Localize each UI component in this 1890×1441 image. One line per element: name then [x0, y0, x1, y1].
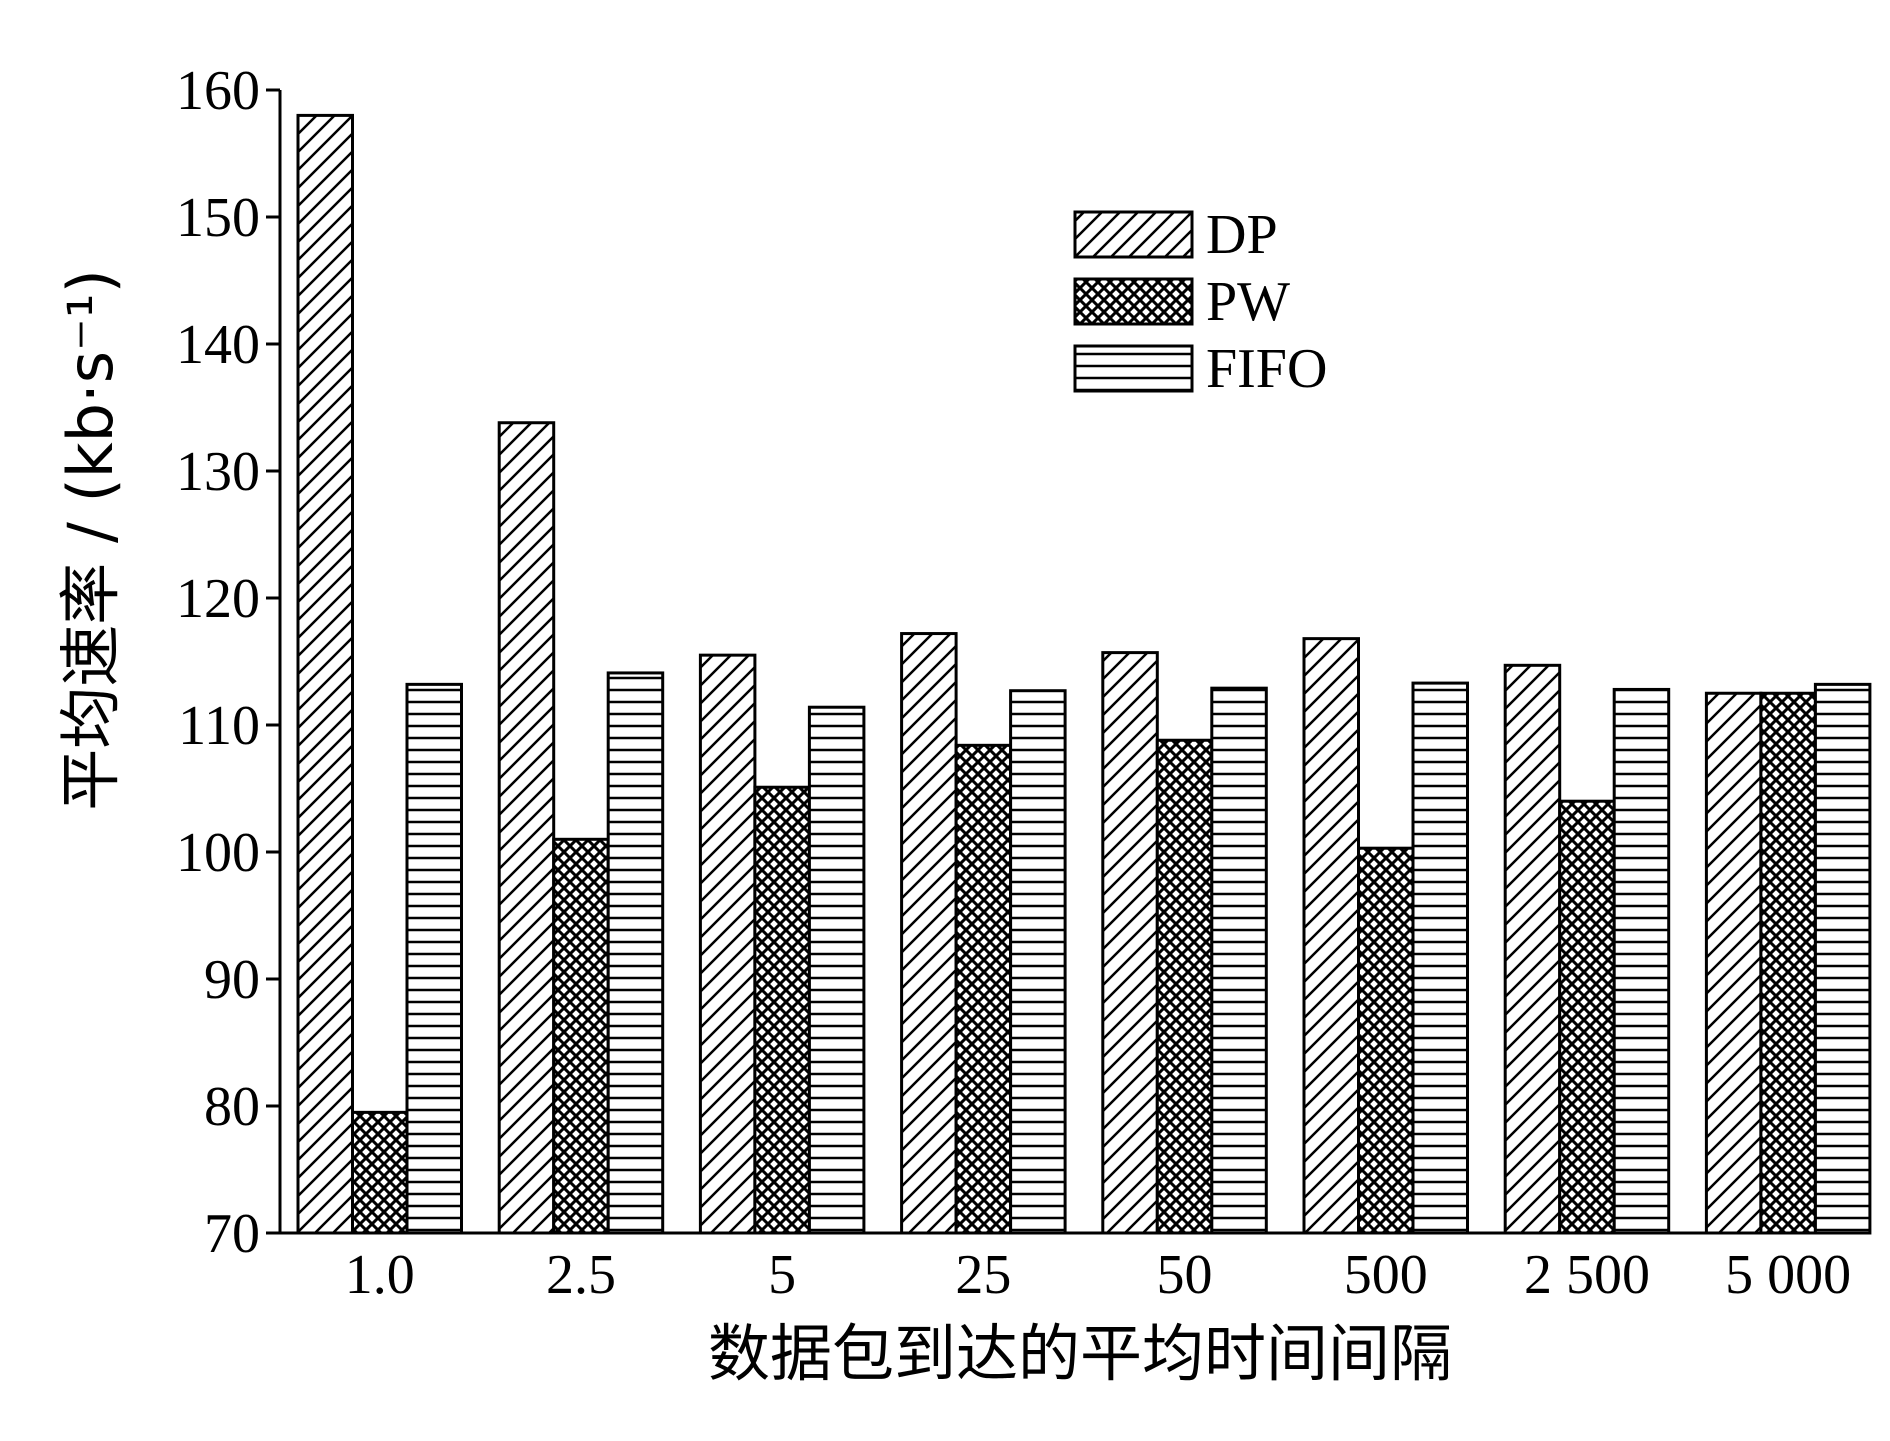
x-tick-label: 50	[1157, 1244, 1213, 1306]
y-tick-label: 140	[176, 314, 260, 376]
y-tick-label: 100	[176, 822, 260, 884]
legend-swatch-pw	[1073, 277, 1194, 326]
bar-dp-6	[1503, 663, 1562, 1235]
bar-pw-3	[954, 743, 1013, 1235]
bar-dp-5	[1302, 637, 1360, 1235]
y-tick-label: 130	[176, 441, 260, 503]
y-tick-label: 150	[176, 187, 260, 249]
bar-fifo-0	[405, 682, 463, 1235]
x-axis-ticks: 1.0 2.5 5 25 50 500 2 500 5 000	[345, 1244, 1851, 1306]
bar-dp-1	[497, 421, 556, 1235]
bar-fifo-4	[1210, 686, 1268, 1235]
y-tick-label: 90	[204, 949, 260, 1011]
bar-dp-4	[1101, 651, 1159, 1235]
bar-fifo-1	[606, 671, 665, 1235]
legend-swatch-fifo	[1073, 344, 1194, 393]
bar-dp-7	[1704, 691, 1763, 1235]
y-tick-label: 80	[204, 1076, 260, 1138]
bar-pw-2	[753, 785, 811, 1235]
y-tick-label: 160	[176, 60, 260, 122]
bar-fifo-2	[807, 705, 866, 1235]
x-tick-label: 5 000	[1725, 1244, 1851, 1306]
y-axis-label: 平均速率 / (kb·s⁻¹)	[54, 269, 127, 811]
legend-label-dp: DP	[1206, 204, 1278, 266]
x-tick-label: 2.5	[546, 1244, 616, 1306]
bar-fifo-6	[1612, 687, 1671, 1235]
x-tick-label: 25	[955, 1244, 1011, 1306]
y-tick-label: 70	[204, 1203, 260, 1265]
bars-group	[296, 113, 1872, 1235]
x-tick-label: 1.0	[345, 1244, 415, 1306]
bar-pw-6	[1558, 799, 1616, 1235]
bar-pw-4	[1155, 738, 1214, 1235]
x-tick-label: 500	[1344, 1244, 1428, 1306]
bar-fifo-7	[1813, 682, 1872, 1235]
bar-pw-1	[552, 837, 610, 1235]
legend-swatch-dp	[1073, 210, 1194, 259]
bar-dp-0	[296, 113, 354, 1235]
y-axis-ticks: 70 80 90 100 110 120 130 140 150 160	[176, 60, 280, 1265]
bar-dp-3	[900, 632, 958, 1235]
bar-pw-5	[1357, 846, 1415, 1235]
legend-label-fifo: FIFO	[1206, 338, 1327, 400]
bar-pw-7	[1759, 691, 1817, 1235]
bar-fifo-3	[1009, 689, 1067, 1235]
x-tick-label: 2 500	[1524, 1244, 1650, 1306]
x-tick-label: 5	[768, 1244, 796, 1306]
y-tick-label: 120	[176, 568, 260, 630]
x-axis-label: 数据包到达的平均时间间隔	[708, 1317, 1452, 1390]
bar-pw-0	[351, 1110, 409, 1235]
y-tick-label: 110	[178, 695, 260, 757]
bar-dp-2	[698, 653, 757, 1235]
bar-fifo-5	[1411, 681, 1469, 1235]
legend-label-pw: PW	[1206, 271, 1290, 333]
